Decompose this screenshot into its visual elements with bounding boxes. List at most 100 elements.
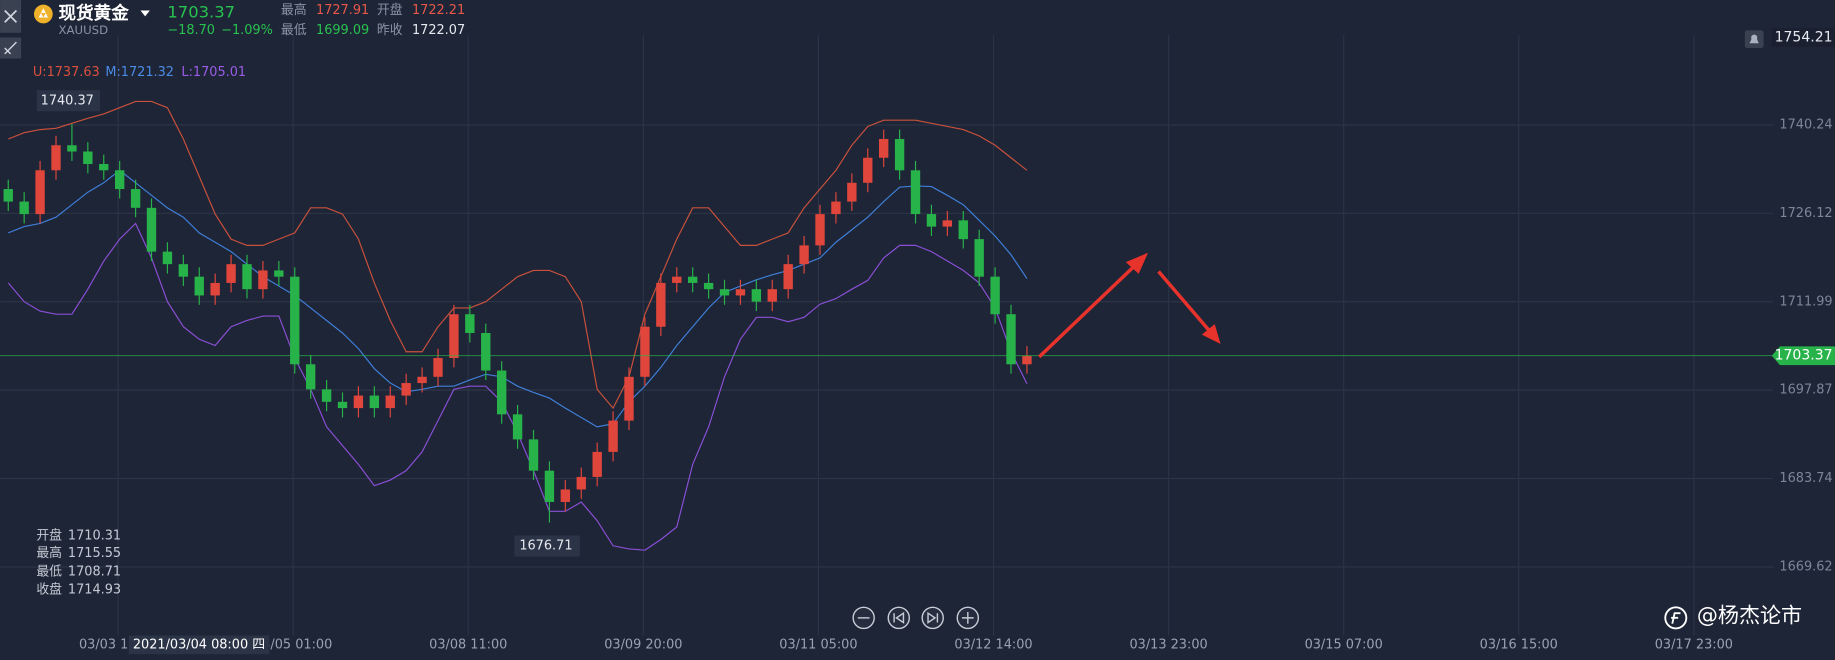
instrument-symbol: XAUUSD (59, 23, 109, 37)
candle-body (703, 282, 714, 290)
y-tick-label: 1740.24 (1779, 117, 1832, 132)
price-change: −18.70 (167, 23, 215, 38)
instrument-name: 现货黄金 (59, 3, 130, 24)
candle-body (1022, 355, 1032, 365)
candle-body (1006, 314, 1016, 365)
scroll-start-button[interactable] (887, 606, 911, 630)
candle-body (337, 401, 348, 409)
current-price-tag (1771, 346, 1835, 366)
candle-body (847, 182, 857, 202)
candle-body (879, 138, 889, 158)
candle-body (863, 157, 873, 183)
y-tick-label: 1683.74 (1779, 471, 1832, 486)
start-icon (893, 611, 905, 624)
ohlc-label: 最低 (36, 565, 62, 580)
candle-body (369, 395, 380, 409)
candle-body (958, 220, 968, 240)
watermark-logo (1664, 606, 1688, 630)
candle-body (719, 289, 730, 296)
stat-label: 最低 (281, 23, 307, 38)
min-label-box (514, 535, 580, 557)
annotation-arrowhead (1125, 252, 1149, 274)
close-icon (4, 9, 18, 23)
stat-label: 开盘 (377, 2, 403, 18)
candle-body (178, 264, 189, 277)
candle-body (496, 370, 507, 415)
ohlc-value: 1710.31 (68, 528, 121, 543)
y-tick-label: 1711.99 (1779, 294, 1832, 309)
y-tick-label: 1669.62 (1779, 559, 1832, 574)
candle-body (401, 383, 411, 396)
ohlc-label: 收盘 (36, 581, 62, 597)
ohlc-label: 最高 (36, 545, 62, 561)
crosshair-date: 2021/03/04 08:00 四 (133, 637, 265, 652)
x-tick-label: 03/08 11:00 (429, 637, 507, 652)
candle-body (560, 489, 571, 502)
max-label: 1740.37 (41, 93, 94, 108)
min-label: 1676.71 (519, 538, 572, 553)
last-price: 1703.37 (167, 2, 235, 21)
candle-body (544, 470, 555, 502)
band-line (8, 100, 1028, 410)
candle-body (576, 476, 586, 490)
candle-body (783, 264, 793, 290)
plus-icon (961, 612, 974, 624)
candle-body (656, 282, 666, 327)
ohlc-label: 开盘 (36, 527, 62, 543)
candle-body (417, 376, 427, 384)
candle-body (242, 264, 252, 290)
indicator-lower: L:1705.01 (181, 65, 246, 80)
gold-icon (33, 4, 53, 24)
watermark-logo-mark (1671, 612, 1681, 624)
candle-body (974, 239, 984, 277)
candle-body (465, 314, 475, 333)
candle-body (592, 451, 602, 477)
zoom-controls (852, 606, 980, 630)
indicator-upper: U:1737.63 (33, 65, 100, 80)
x-tick-label: 03/12 14:00 (954, 637, 1032, 652)
crosshair-date-box (128, 635, 270, 655)
candle-body (528, 439, 539, 471)
candle-body (210, 282, 220, 296)
price-change-pct: −1.09% (221, 23, 273, 38)
stat-value: 1727.91 (316, 3, 369, 18)
candle-body (512, 414, 523, 440)
annotation-arrow (1037, 258, 1143, 359)
candle-body (19, 201, 29, 215)
candle-body (274, 270, 284, 277)
x-tick-label: 03/09 20:00 (604, 637, 682, 652)
y-tick-label: 1726.12 (1779, 206, 1832, 221)
instrument-dropdown[interactable] (140, 10, 150, 17)
candle-body (35, 170, 45, 215)
candle-body (990, 276, 1000, 315)
scroll-end-button[interactable] (921, 606, 944, 630)
end-icon (927, 611, 939, 624)
candle-body (194, 276, 204, 296)
candle-body (767, 289, 777, 302)
x-tick-label: 03/17 23:00 (1655, 637, 1733, 652)
ohlc-value: 1714.93 (68, 582, 121, 597)
stat-value: 1722.21 (412, 3, 465, 18)
candle-body (162, 251, 173, 265)
y-tick-label: 1697.87 (1779, 383, 1832, 398)
candle-body (146, 207, 157, 252)
candle-body (130, 189, 141, 208)
indicator-middle: M:1721.32 (105, 65, 174, 80)
candle-body (735, 289, 746, 296)
candle-body (305, 364, 316, 390)
stat-value: 1699.09 (316, 23, 369, 38)
annotation-arrow (1157, 270, 1217, 339)
candle-body (226, 264, 236, 283)
candle-body (258, 270, 268, 290)
candle-body (385, 395, 395, 409)
candle-body (831, 201, 841, 215)
current-price-label: 1703.37 (1775, 348, 1833, 364)
annotation-arrowhead (1201, 324, 1221, 345)
x-tick-label: 03/16 15:00 (1480, 637, 1558, 652)
candle-body (751, 289, 762, 302)
x-tick-label: 03/11 05:00 (779, 637, 857, 652)
ohlc-value: 1715.55 (68, 546, 121, 561)
candle-body (624, 376, 634, 421)
candle-body (290, 276, 300, 365)
